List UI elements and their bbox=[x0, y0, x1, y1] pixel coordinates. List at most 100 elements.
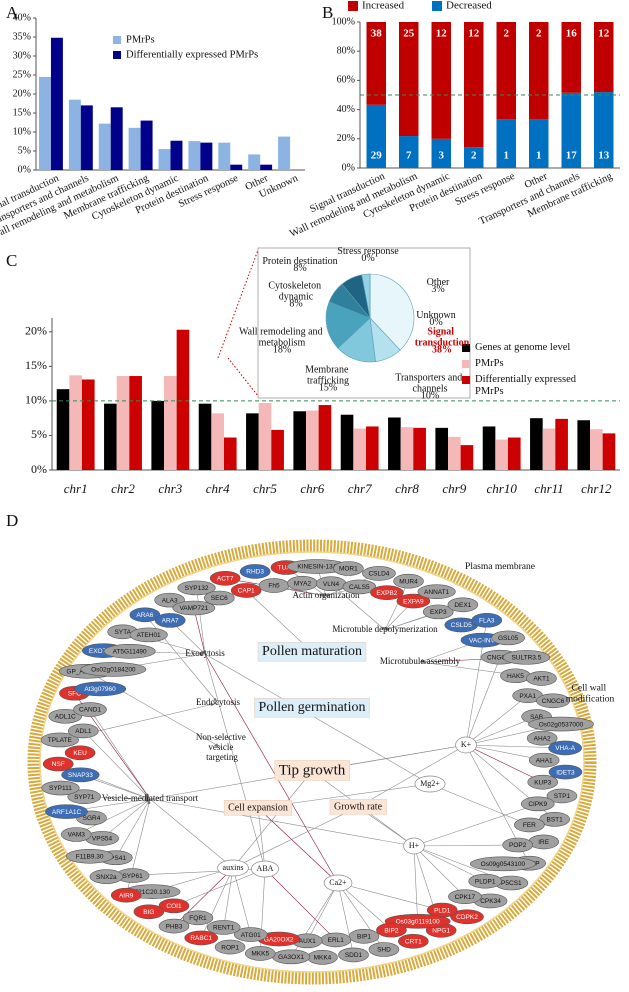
bar-segment bbox=[431, 22, 451, 139]
protein-node bbox=[471, 612, 503, 628]
protein-node bbox=[68, 723, 99, 739]
y-tick-label: 40% bbox=[337, 104, 355, 115]
bar bbox=[258, 402, 272, 470]
protein-label: STP1 bbox=[554, 793, 571, 800]
x-tick-label: chr10 bbox=[486, 481, 517, 496]
protein-node bbox=[491, 630, 525, 646]
y-tick-label: 0% bbox=[342, 162, 355, 173]
bar bbox=[448, 436, 461, 470]
edge bbox=[200, 867, 234, 939]
x-tick-label: chr4 bbox=[206, 481, 230, 496]
bar bbox=[413, 427, 426, 470]
pie-label: Membrane trafficking bbox=[305, 365, 351, 387]
bar bbox=[365, 426, 379, 470]
protein-label: VLN4 bbox=[323, 581, 340, 588]
protein-node bbox=[528, 752, 560, 768]
bar bbox=[170, 140, 183, 170]
protein-label: CNGC18 bbox=[487, 654, 514, 661]
hub-node bbox=[323, 874, 353, 892]
y-tick-label: 10% bbox=[13, 126, 31, 137]
bar bbox=[116, 376, 130, 470]
protein-node bbox=[182, 910, 214, 926]
protein-label: VAM3 bbox=[68, 832, 86, 839]
protein-label: EXP3 bbox=[430, 609, 447, 616]
data-label: 12 bbox=[436, 28, 448, 40]
bar bbox=[200, 142, 213, 170]
legend-label: PMrPs bbox=[475, 358, 504, 369]
edge-head bbox=[381, 626, 385, 630]
y-tick-label: 100% bbox=[332, 16, 355, 27]
hub-label: Mg2+ bbox=[420, 779, 440, 788]
panel-label: A bbox=[6, 3, 19, 22]
protein-label: CAP1 bbox=[238, 588, 255, 595]
bar bbox=[158, 149, 171, 170]
protein-label: CPK17 bbox=[455, 894, 476, 901]
protein-node bbox=[342, 579, 377, 595]
bar bbox=[129, 376, 142, 470]
bar bbox=[230, 164, 243, 170]
protein-node bbox=[447, 597, 479, 613]
protein-label: Os03g0119100 bbox=[396, 919, 440, 926]
protein-node bbox=[539, 812, 570, 827]
protein-node bbox=[154, 613, 186, 628]
hub-node bbox=[455, 736, 477, 754]
main-layer: A0%5%10%15%20%25%30%35%40%Signal transdu… bbox=[0, 0, 620, 965]
edge bbox=[101, 798, 151, 839]
pie-value-label: 0% bbox=[361, 253, 374, 264]
protein-node bbox=[204, 590, 235, 606]
data-label: 7 bbox=[406, 150, 412, 162]
protein-label: KEU bbox=[73, 750, 87, 757]
legend-swatch bbox=[113, 36, 121, 44]
protein-label: GSL05 bbox=[498, 635, 519, 642]
pie-value-label: 8% bbox=[289, 298, 302, 309]
protein-label: AHA2 bbox=[534, 735, 551, 742]
protein-node bbox=[172, 600, 216, 616]
legend-label: PMrPs bbox=[126, 34, 155, 45]
bar bbox=[278, 136, 291, 170]
pie-label: Cytoskeleton dynamic bbox=[268, 281, 323, 303]
hub-node bbox=[414, 775, 446, 793]
ring-label: Plasma membrane bbox=[465, 562, 535, 572]
hub-label: auxins bbox=[223, 863, 244, 872]
bar bbox=[306, 410, 319, 470]
data-label: 17 bbox=[566, 150, 578, 162]
inset-connector bbox=[227, 357, 259, 397]
bar bbox=[218, 142, 231, 170]
protein-label: ATG01 bbox=[241, 932, 261, 939]
protein-label: VHA-A bbox=[555, 745, 576, 752]
data-label: 16 bbox=[566, 28, 578, 40]
protein-label: SYP71 bbox=[74, 794, 95, 801]
protein-label: EXPA9 bbox=[403, 598, 424, 605]
hub-label: ABA bbox=[257, 864, 274, 873]
bar bbox=[110, 107, 123, 170]
data-label: 13 bbox=[598, 150, 610, 162]
y-tick-label: 35% bbox=[13, 31, 31, 42]
legend-label: Increased bbox=[362, 0, 405, 12]
x-tick-label: chr5 bbox=[253, 481, 277, 496]
y-tick-label: 15% bbox=[25, 358, 47, 372]
protein-node bbox=[67, 789, 102, 804]
protein-node bbox=[103, 643, 156, 659]
protein-label: SULTR3.5 bbox=[511, 655, 541, 662]
pie-label: Other bbox=[427, 277, 450, 288]
edge bbox=[245, 590, 313, 653]
protein-node bbox=[41, 780, 80, 796]
protein-label: PHB3 bbox=[165, 923, 182, 930]
protein-node bbox=[214, 939, 246, 955]
protein-node bbox=[158, 898, 190, 914]
protein-label: FQR1 bbox=[189, 915, 207, 922]
protein-label: PLDP1 bbox=[475, 878, 496, 885]
protein-label: P5CS1 bbox=[501, 880, 522, 887]
bar bbox=[542, 428, 556, 470]
protein-label: ERL1 bbox=[328, 937, 345, 944]
bar bbox=[164, 376, 177, 470]
protein-node bbox=[244, 946, 276, 961]
protein-node bbox=[133, 904, 165, 920]
pie-label: Protein destination bbox=[262, 256, 337, 267]
edge bbox=[330, 583, 386, 631]
protein-node bbox=[73, 702, 107, 717]
protein-label: Os02g0184200 bbox=[91, 667, 136, 674]
bar bbox=[80, 105, 93, 170]
edge bbox=[306, 882, 339, 941]
membrane-ring-inner bbox=[39, 551, 585, 973]
